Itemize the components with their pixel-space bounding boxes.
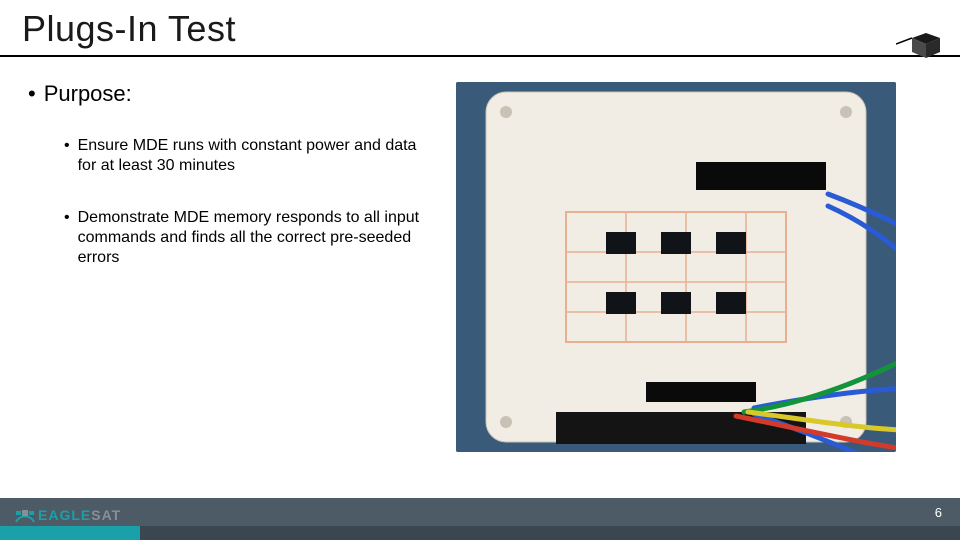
bullet-purpose: • Purpose: [28,80,428,108]
circuit-board-photo [456,82,896,452]
bullet-text: Demonstrate MDE memory responds to all i… [78,208,428,268]
footer-logo: EAGLESAT [12,500,122,530]
sub-bullet-1: • Ensure MDE runs with constant power an… [64,136,428,176]
cube-icon [896,32,942,60]
content-area: • Purpose: • Ensure MDE runs with consta… [28,80,428,300]
bullet-dot-icon: • [28,80,36,108]
title-area: Plugs-In Test [22,8,938,50]
logo-part-eagle: EAGLE [38,507,91,523]
slide-number: 6 [935,505,942,520]
bullet-text: Ensure MDE runs with constant power and … [78,136,428,176]
slide: { "title": "Plugs-In Test", "bullets": {… [0,0,960,540]
footer-logo-text: EAGLESAT [38,507,121,523]
satellite-icon [12,502,38,528]
logo-part-sat: SAT [91,507,121,523]
bullet-text: Purpose: [44,80,132,108]
title-underline [0,55,960,57]
bullet-dot-icon: • [64,136,70,156]
footer-bar [0,498,960,526]
slide-title: Plugs-In Test [22,8,938,50]
footer-accent [0,526,960,540]
bullet-dot-icon: • [64,208,70,228]
sub-bullet-2: • Demonstrate MDE memory responds to all… [64,208,428,268]
